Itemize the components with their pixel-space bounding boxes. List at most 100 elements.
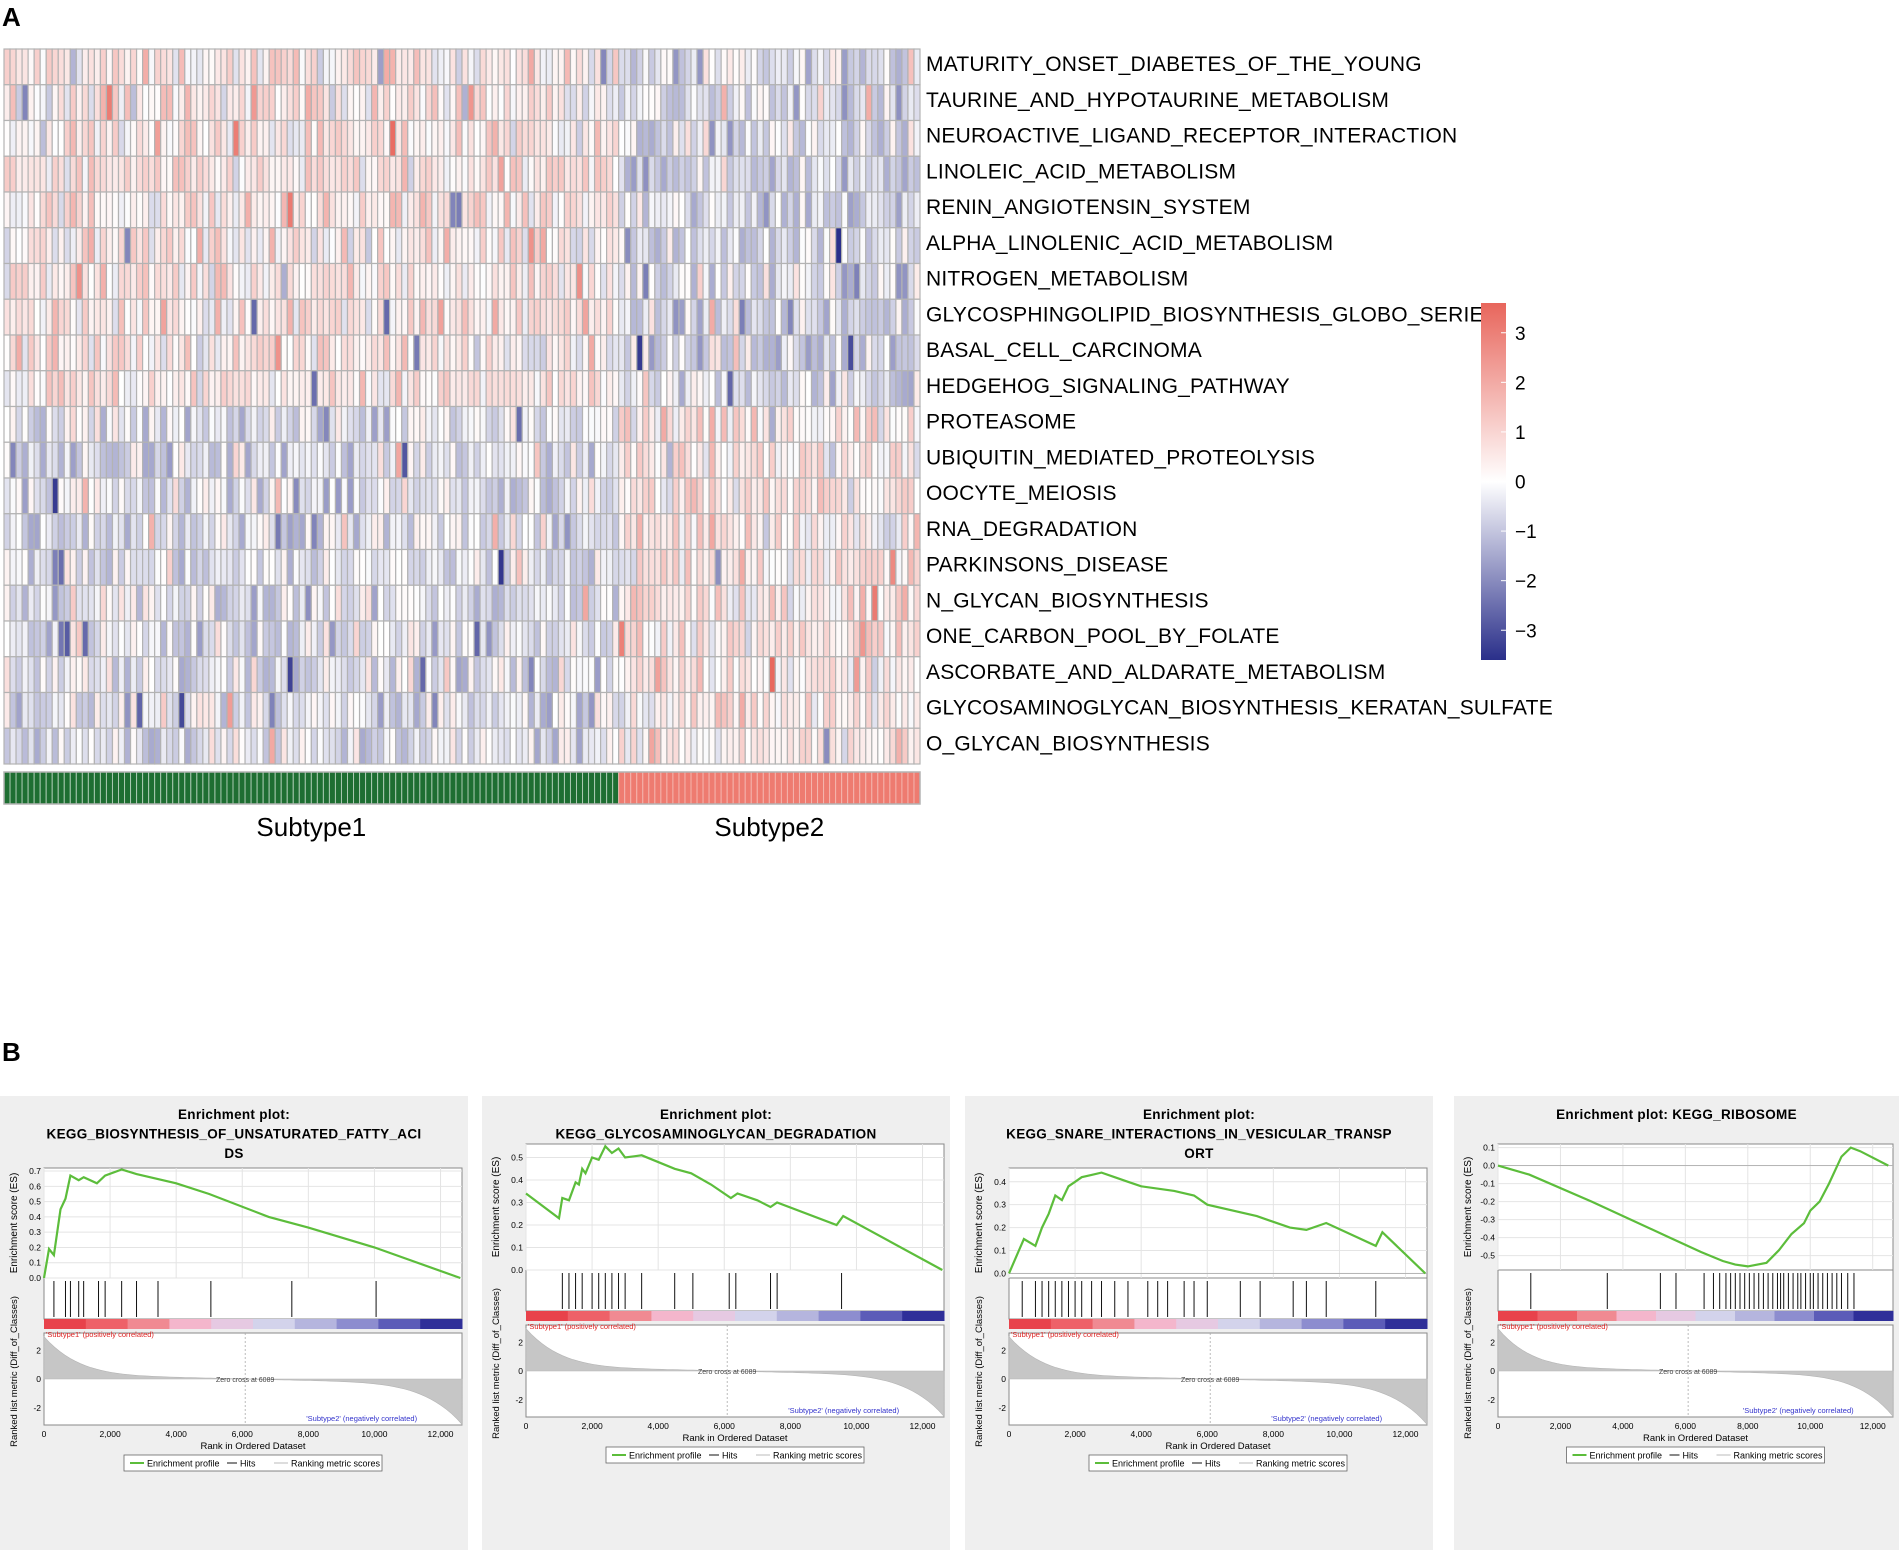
heatmap-cell xyxy=(889,405,897,443)
heatmap-cell xyxy=(732,155,740,193)
rank-colorbar-segment xyxy=(693,1311,736,1321)
heatmap-cell xyxy=(630,370,638,408)
heatmap-cell xyxy=(859,477,867,515)
heatmap-cell xyxy=(262,370,270,408)
heatmap-cell xyxy=(708,191,716,229)
heatmap-cell xyxy=(678,191,686,229)
heatmap-cell xyxy=(328,334,337,372)
heatmap-cell xyxy=(250,584,258,622)
heatmap-cell xyxy=(666,298,674,336)
es-ytick-label: 0.2 xyxy=(511,1220,523,1230)
heatmap-cell xyxy=(377,84,385,122)
heatmap-cell xyxy=(726,477,734,515)
heatmap-cell xyxy=(105,441,114,479)
heatmap-cell xyxy=(630,84,638,122)
annotation-cell xyxy=(907,771,915,805)
heatmap-cell xyxy=(696,584,704,622)
heatmap-cell xyxy=(847,620,855,658)
heatmap-cell xyxy=(913,548,921,586)
heatmap-cell xyxy=(304,441,312,479)
heatmap-cell xyxy=(853,191,861,229)
annotation-cell xyxy=(811,771,819,805)
heatmap-cell xyxy=(581,691,590,729)
heatmap-cell xyxy=(443,620,451,658)
heatmap-cell xyxy=(105,691,114,729)
heatmap-cell xyxy=(732,405,740,443)
heatmap-cell xyxy=(135,727,144,765)
annotation-cell xyxy=(166,771,174,805)
heatmap-cell xyxy=(407,405,415,443)
heatmap-cell xyxy=(232,441,240,479)
heatmap-cell xyxy=(395,691,403,729)
heatmap-cell xyxy=(768,298,776,336)
heatmap-cell xyxy=(563,548,572,586)
heatmap-cell xyxy=(575,513,584,551)
heatmap-cell xyxy=(533,691,541,729)
heatmap-cell xyxy=(684,298,692,336)
heatmap-cell xyxy=(612,405,620,443)
heatmap-cell xyxy=(593,584,602,622)
heatmap-cell xyxy=(804,441,813,479)
heatmap-cell xyxy=(389,155,397,193)
heatmap-cell xyxy=(913,48,921,86)
heatmap-cell xyxy=(431,477,439,515)
heatmap-cell xyxy=(148,441,156,479)
heatmap-cell xyxy=(551,119,560,157)
heatmap-cell xyxy=(364,191,373,229)
heatmap-cell xyxy=(63,334,71,372)
heatmap-cell xyxy=(298,84,306,122)
heatmap-cell xyxy=(600,584,608,622)
heatmap-cell xyxy=(853,262,861,300)
heatmap-cell xyxy=(377,405,385,443)
heatmap-cell xyxy=(334,656,343,694)
heatmap-cell xyxy=(768,441,776,479)
heatmap-cell xyxy=(196,727,204,765)
heatmap-cell xyxy=(822,691,831,729)
heatmap-cell xyxy=(304,477,312,515)
heatmap-cell xyxy=(829,84,837,122)
heatmap-cell xyxy=(485,441,493,479)
heatmap-cell xyxy=(39,191,47,229)
heatmap-cell xyxy=(702,370,710,408)
heatmap-cell xyxy=(256,298,264,336)
heatmap-cell xyxy=(280,513,288,551)
heatmap-cell xyxy=(178,262,186,300)
heatmap-cell xyxy=(250,334,258,372)
heatmap-cell xyxy=(901,227,909,265)
heatmap-cell xyxy=(600,656,608,694)
heatmap-cell xyxy=(762,298,770,336)
heatmap-cell xyxy=(286,620,294,658)
heatmap-cell xyxy=(99,119,108,157)
heatmap-cell xyxy=(491,262,499,300)
heatmap-cell xyxy=(117,477,126,515)
heatmap-cell xyxy=(569,298,578,336)
heatmap-cell xyxy=(268,370,276,408)
heatmap-cell xyxy=(202,227,210,265)
heatmap-cell xyxy=(455,298,463,336)
heatmap-cell xyxy=(684,191,692,229)
heatmap-cell xyxy=(883,548,891,586)
heatmap-cell xyxy=(75,477,83,515)
heatmap-cell xyxy=(545,656,553,694)
heatmap-cell xyxy=(455,191,463,229)
heatmap-cell xyxy=(654,513,662,551)
heatmap-cell xyxy=(268,405,276,443)
hits-panel xyxy=(1497,1269,1894,1312)
heatmap-cell xyxy=(509,262,517,300)
heatmap-cell xyxy=(377,727,385,765)
heatmap-cell xyxy=(479,48,487,86)
annotation-cell xyxy=(877,771,885,805)
heatmap-cell xyxy=(160,262,168,300)
heatmap-cell xyxy=(184,691,192,729)
heatmap-cell xyxy=(75,513,83,551)
heatmap-cell xyxy=(383,477,391,515)
heatmap-cell xyxy=(449,727,457,765)
heatmap-cell xyxy=(467,441,475,479)
heatmap-cell xyxy=(853,477,861,515)
heatmap-cell xyxy=(322,477,331,515)
heatmap-cell xyxy=(142,119,150,157)
annotation-cell xyxy=(286,771,294,805)
heatmap-cell xyxy=(244,119,252,157)
heatmap-cell xyxy=(913,513,921,551)
heatmap-cell xyxy=(286,548,294,586)
